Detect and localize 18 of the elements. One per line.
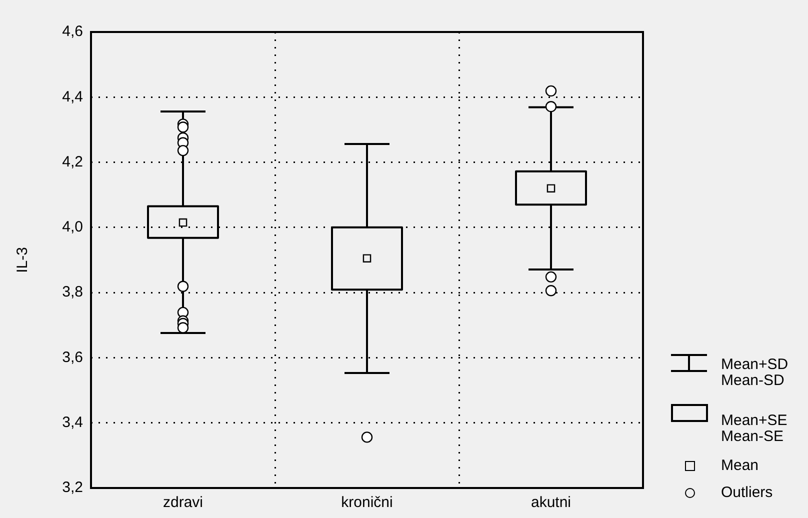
y-tick-label: 3,2 — [62, 479, 83, 496]
x-tick-label: kronični — [341, 494, 393, 512]
y-tick-label: 3,6 — [62, 348, 83, 366]
y-axis-title: IL-3 — [14, 247, 32, 273]
x-tick-label: zdravi — [162, 494, 204, 512]
text: Mean+SE — [721, 412, 788, 430]
y-tick-label: 3,4 — [62, 414, 83, 431]
y-tick-label: 4,4 — [62, 88, 83, 106]
text: Mean+SD — [721, 356, 788, 374]
x-tick-label: akutni — [530, 494, 572, 512]
text: Mean — [721, 457, 759, 475]
y-tick-label: 4,2 — [62, 153, 83, 170]
text: Mean-SE — [721, 428, 784, 446]
y-tick-label: 4,0 — [62, 218, 83, 236]
text: Outliers — [721, 484, 773, 502]
y-tick-label: 4,6 — [62, 23, 83, 40]
text: Mean-SD — [721, 372, 784, 390]
y-tick-label: 3,8 — [62, 284, 83, 301]
